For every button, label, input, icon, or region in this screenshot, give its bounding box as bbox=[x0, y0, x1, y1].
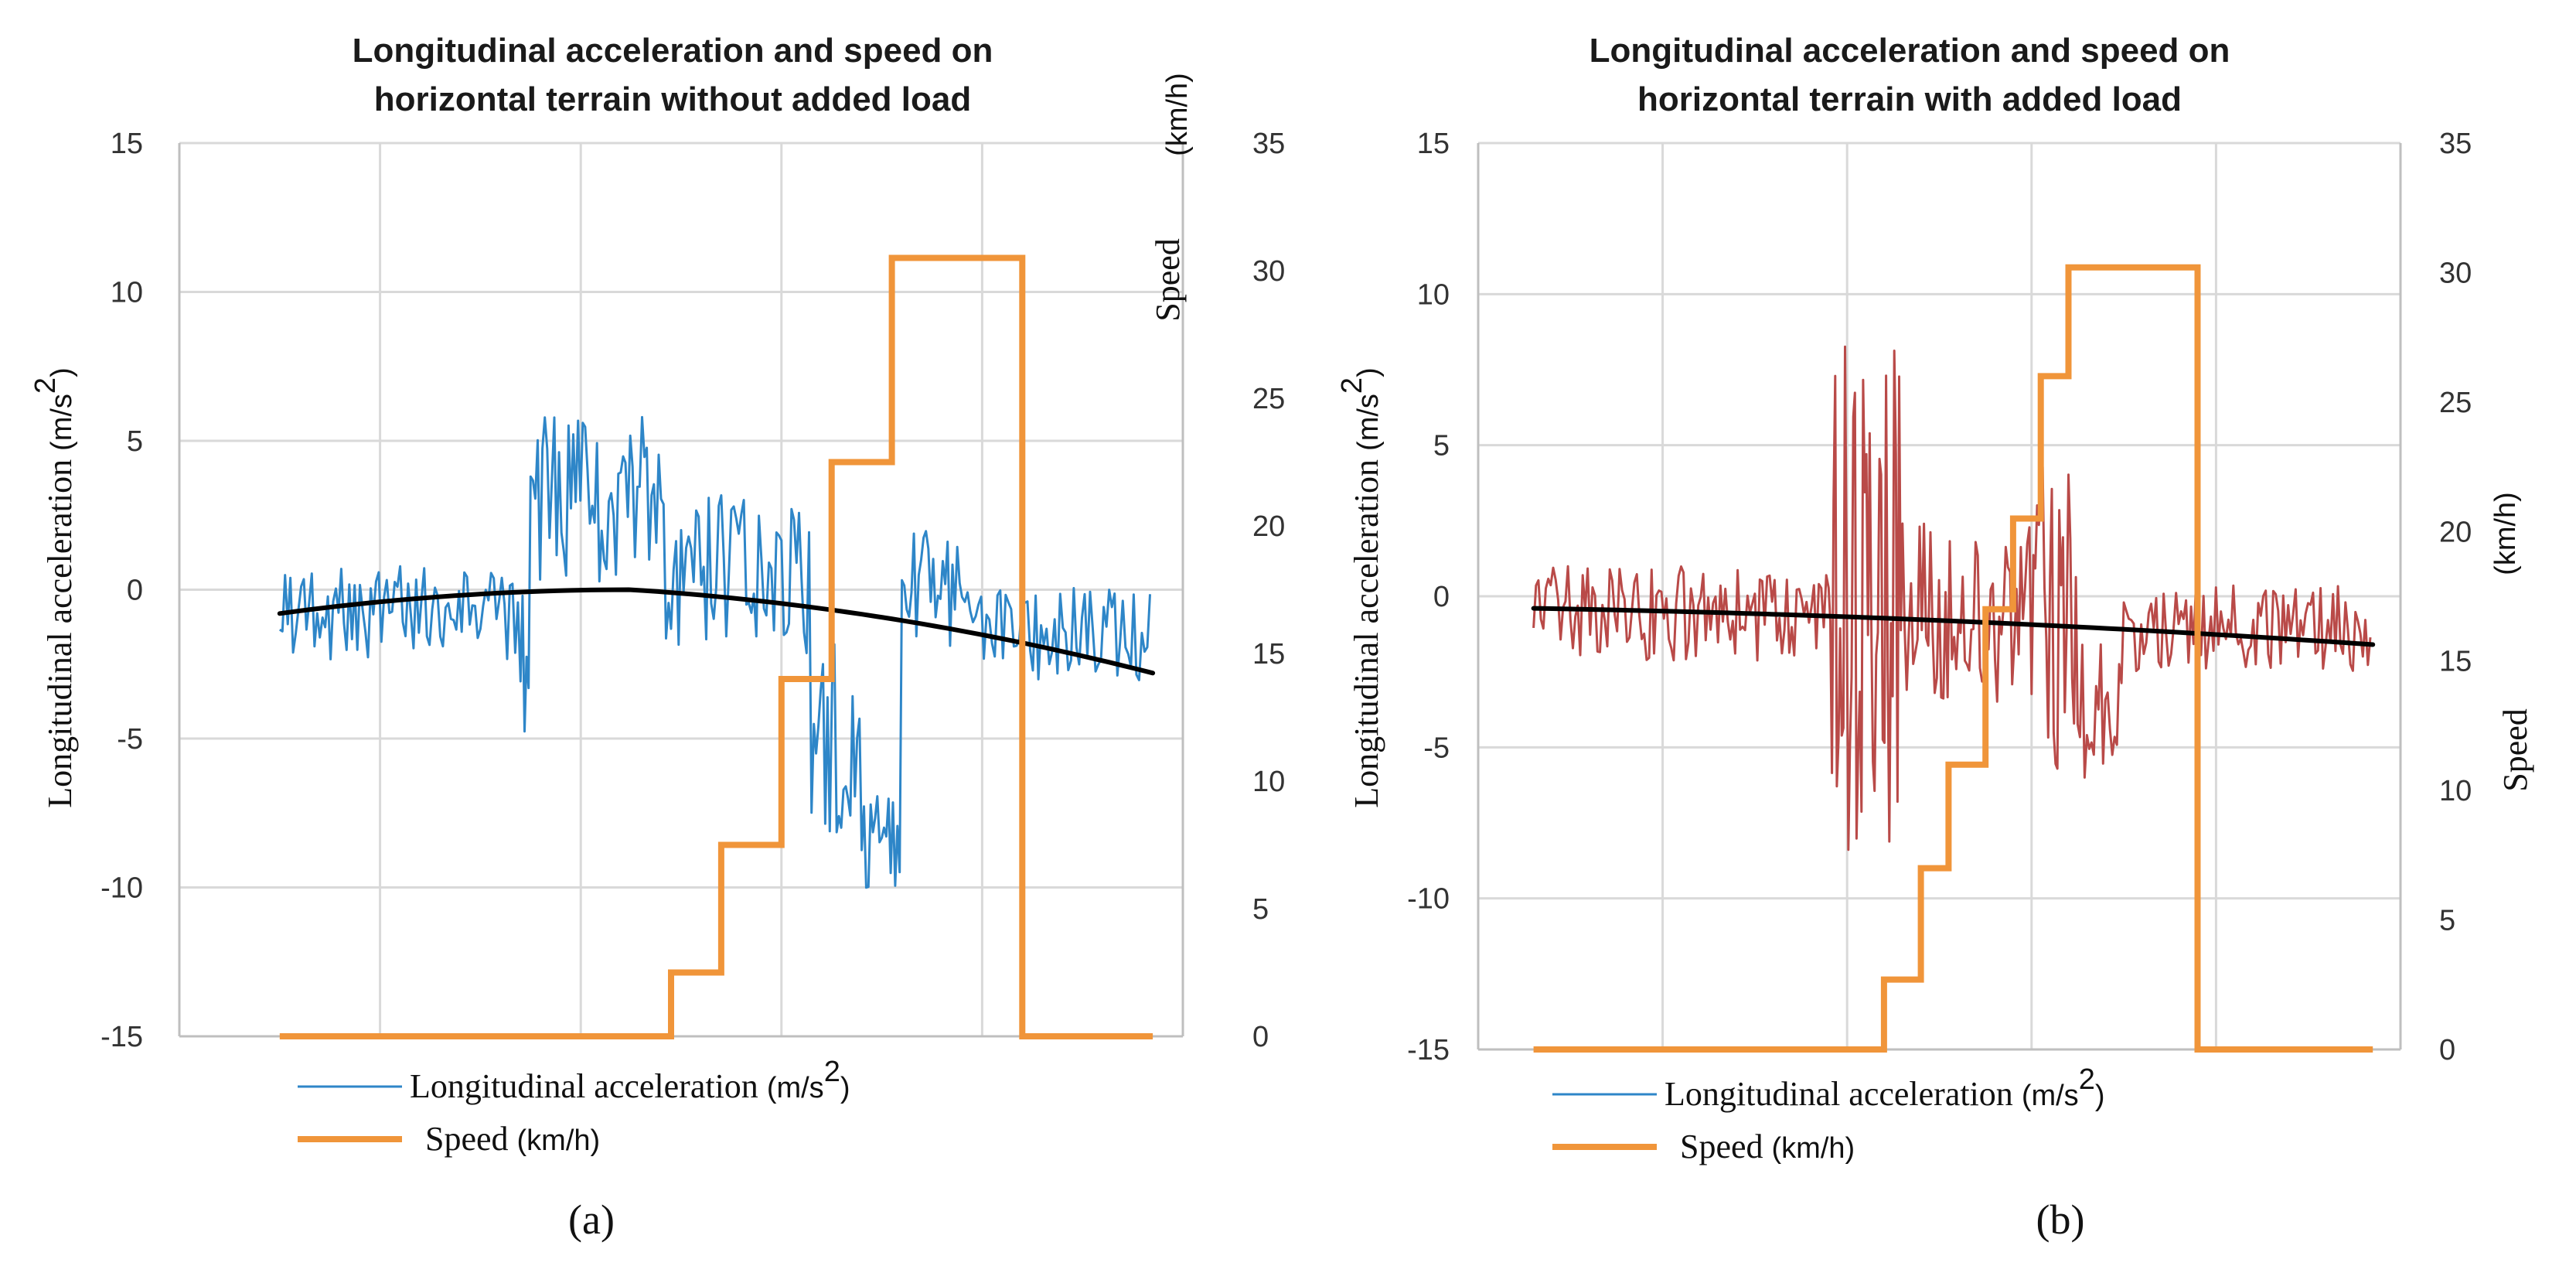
legend-speed-text: Speed bbox=[1680, 1128, 1772, 1165]
legend-acceleration-unit: (m/s bbox=[2022, 1080, 2079, 1112]
left-tick-label: 0 bbox=[1433, 581, 1450, 613]
legend-acceleration-sup: 2 bbox=[824, 1056, 840, 1088]
right-tick-label: 0 bbox=[1252, 1021, 1269, 1053]
left-tick-label: 10 bbox=[111, 277, 143, 309]
legend-speed-label: Speed (km/h) bbox=[425, 1120, 600, 1158]
right-tick-label: 10 bbox=[1252, 766, 1285, 798]
right-tick-label: 0 bbox=[2439, 1034, 2455, 1066]
right-tick-label: 35 bbox=[2439, 128, 2472, 160]
left-axis-label-text: Longitudinal acceleration bbox=[41, 451, 79, 808]
right-tick-label: 35 bbox=[1252, 128, 1285, 160]
right-tick-label: 25 bbox=[2439, 387, 2472, 419]
left-tick-label: -5 bbox=[117, 723, 143, 756]
right-axis-label: Speed bbox=[1149, 238, 1187, 322]
left-axis-label-unit: (m/s bbox=[1352, 394, 1385, 451]
left-tick-label: -5 bbox=[1423, 732, 1450, 764]
left-tick-label: 15 bbox=[111, 128, 143, 160]
left-axis-label-text: Longitudinal acceleration bbox=[1348, 451, 1385, 808]
speed-series-line bbox=[1533, 264, 2373, 1053]
right-axis-unit: (km/h) bbox=[2489, 492, 2522, 575]
chart-title-line2: horizontal terrain with added load bbox=[1637, 80, 2182, 118]
chart-title-line2: horizontal terrain without added load bbox=[374, 80, 971, 118]
right-tick-label: 25 bbox=[1252, 383, 1285, 415]
left-axis-label: Longitudinal acceleration (m/s2) bbox=[29, 367, 79, 807]
panel-label: (b) bbox=[2036, 1196, 2085, 1243]
acceleration-series-line bbox=[1532, 345, 2372, 851]
right-tick-label: 5 bbox=[1252, 893, 1269, 926]
left-tick-label: -15 bbox=[1407, 1034, 1450, 1066]
legend-acceleration-text: Longitudinal acceleration bbox=[410, 1067, 767, 1105]
legend-speed-text: Speed bbox=[425, 1120, 517, 1158]
acceleration-series-line bbox=[279, 415, 1151, 889]
legend-speed-unit: (km/h) bbox=[517, 1124, 601, 1157]
left-axis-label-sup: 2 bbox=[1336, 377, 1368, 394]
acceleration-trendline bbox=[1531, 606, 2376, 647]
legend-acceleration-label: Longitudinal acceleration (m/s2) bbox=[410, 1056, 850, 1105]
left-axis-label-unit: (m/s bbox=[46, 394, 78, 451]
left-tick-label: 0 bbox=[127, 575, 143, 607]
legend-speed-unit: (km/h) bbox=[1772, 1132, 1855, 1165]
left-tick-label: -10 bbox=[1407, 883, 1450, 916]
left-tick-label: 5 bbox=[127, 425, 143, 458]
left-axis-label: Longitudinal acceleration (m/s2) bbox=[1336, 367, 1385, 807]
chart-a: Longitudinal acceleration and speed on ho… bbox=[29, 32, 1285, 1243]
speed-series-line bbox=[279, 254, 1153, 1039]
right-tick-label: 5 bbox=[2439, 905, 2455, 937]
right-tick-label: 30 bbox=[2439, 257, 2472, 289]
right-tick-label: 20 bbox=[2439, 516, 2472, 548]
right-tick-label: 15 bbox=[2439, 646, 2472, 678]
left-axis-label-close: ) bbox=[1352, 367, 1385, 377]
right-axis-unit: (km/h) bbox=[1161, 73, 1194, 156]
panel-label: (a) bbox=[568, 1196, 615, 1243]
acceleration-trendline bbox=[277, 587, 1156, 676]
right-tick-label: 15 bbox=[1252, 638, 1285, 671]
legend-acceleration-unit: (m/s bbox=[767, 1072, 824, 1104]
right-tick-label: 20 bbox=[1252, 510, 1285, 543]
legend-acceleration-sup: 2 bbox=[2079, 1063, 2095, 1096]
left-tick-label: -15 bbox=[101, 1021, 143, 1053]
legend-acceleration-label: Longitudinal acceleration (m/s2) bbox=[1665, 1063, 2104, 1113]
legend-acceleration-close: ) bbox=[2095, 1080, 2105, 1112]
right-axis-label: Speed bbox=[2496, 708, 2534, 792]
legend-acceleration-text: Longitudinal acceleration bbox=[1665, 1075, 2022, 1113]
chart-b: Longitudinal acceleration and speed on ho… bbox=[1336, 32, 2534, 1243]
legend-speed-label: Speed (km/h) bbox=[1680, 1128, 1855, 1165]
left-tick-label: -10 bbox=[101, 872, 143, 905]
left-tick-label: 5 bbox=[1433, 430, 1450, 462]
left-tick-label: 15 bbox=[1417, 128, 1450, 160]
chart-title-line1: Longitudinal acceleration and speed on bbox=[353, 32, 993, 70]
chart-title-line1: Longitudinal acceleration and speed on bbox=[1590, 32, 2230, 70]
right-tick-label: 30 bbox=[1252, 255, 1285, 288]
left-tick-label: 10 bbox=[1417, 278, 1450, 311]
legend-acceleration-close: ) bbox=[840, 1072, 850, 1104]
left-axis-label-sup: 2 bbox=[29, 377, 62, 394]
left-axis-label-close: ) bbox=[46, 367, 78, 377]
right-tick-label: 10 bbox=[2439, 775, 2472, 807]
